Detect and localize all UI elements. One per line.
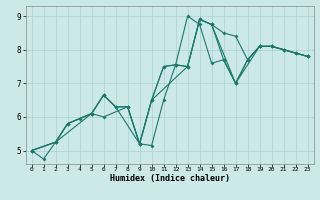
X-axis label: Humidex (Indice chaleur): Humidex (Indice chaleur) xyxy=(109,174,230,183)
